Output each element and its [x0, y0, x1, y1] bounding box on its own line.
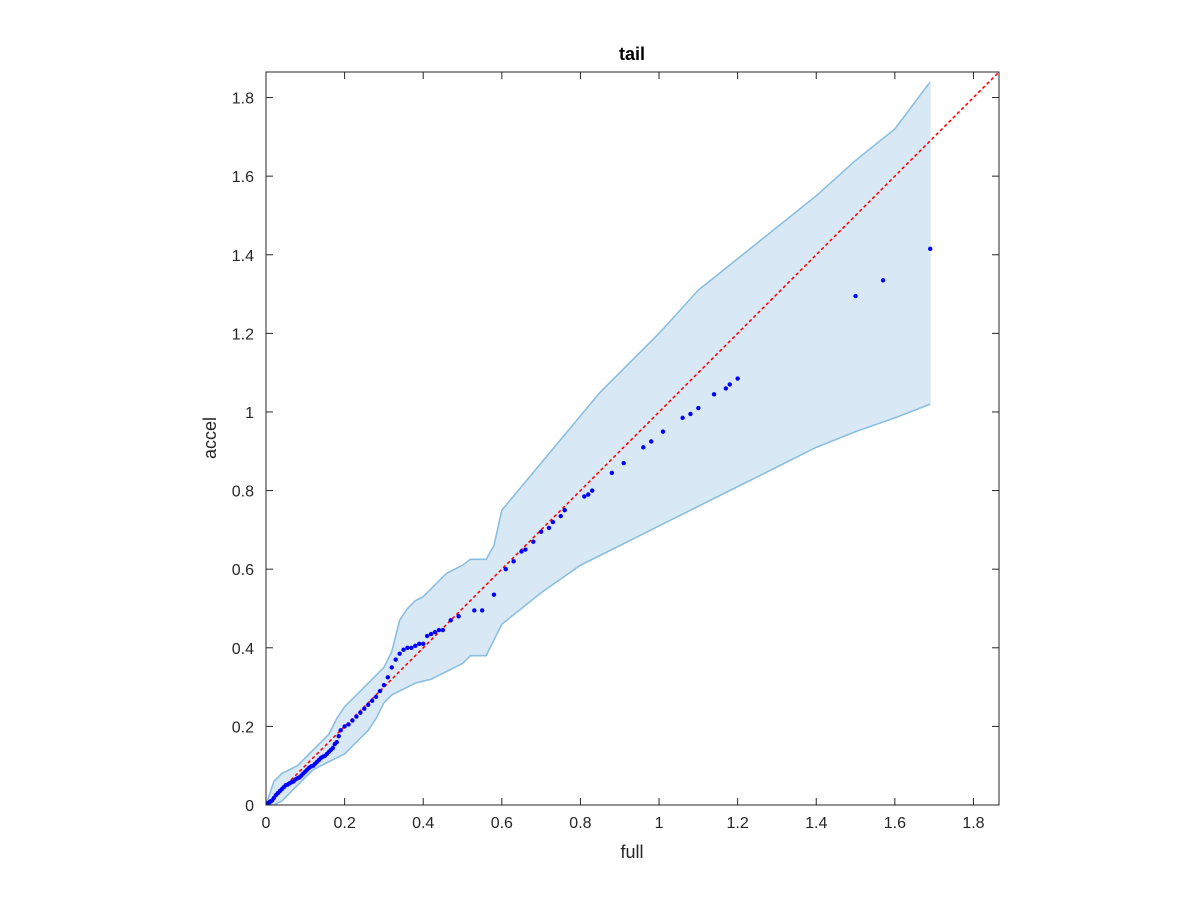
- data-point: [436, 627, 442, 633]
- y-tick-label: 0: [245, 798, 254, 815]
- data-point: [853, 293, 858, 299]
- y-tick-label: 1.8: [232, 91, 254, 108]
- data-point: [336, 734, 341, 739]
- data-point: [519, 549, 524, 554]
- x-tick-label: 0: [262, 815, 271, 832]
- x-axis-label: full: [620, 842, 643, 862]
- x-tick-label: 0.2: [333, 815, 355, 832]
- data-point: [389, 665, 394, 670]
- data-point: [428, 631, 434, 637]
- data-point: [727, 382, 732, 387]
- y-tick-label: 0.2: [232, 719, 254, 736]
- data-point: [421, 641, 426, 647]
- data-point: [393, 657, 398, 662]
- data-point: [880, 278, 886, 283]
- data-point: [362, 706, 367, 711]
- data-point: [582, 494, 587, 499]
- data-point: [531, 539, 536, 544]
- data-point: [680, 415, 685, 421]
- data-point: [472, 608, 477, 613]
- data-point: [440, 627, 446, 633]
- x-tick-label: 1: [655, 815, 664, 832]
- data-point: [609, 470, 615, 476]
- data-point: [377, 688, 383, 694]
- data-point: [409, 645, 414, 650]
- data-point: [456, 614, 461, 619]
- x-tick-label: 1.6: [884, 815, 906, 832]
- data-point: [342, 724, 347, 729]
- data-point: [735, 376, 740, 381]
- data-point: [330, 745, 336, 751]
- data-point: [373, 694, 379, 700]
- data-point: [523, 547, 528, 552]
- y-tick-label: 1.4: [232, 248, 254, 265]
- data-point: [688, 411, 693, 417]
- x-tick-label: 0.8: [569, 815, 591, 832]
- data-point: [354, 714, 359, 719]
- data-point: [648, 439, 654, 444]
- data-point: [432, 629, 438, 635]
- x-tick-label: 0.6: [491, 815, 513, 832]
- data-point: [696, 405, 701, 411]
- data-point: [413, 643, 418, 649]
- data-point: [479, 608, 485, 613]
- reference-line: [266, 72, 999, 805]
- data-point: [621, 460, 626, 466]
- data-point: [590, 488, 595, 493]
- data-point: [928, 246, 933, 252]
- x-tick-label: 1.2: [727, 815, 749, 832]
- data-point: [660, 429, 666, 434]
- data-point: [405, 645, 410, 650]
- y-tick-label: 1: [245, 405, 254, 422]
- data-point: [397, 651, 402, 656]
- data-point: [586, 492, 591, 497]
- data-point: [350, 718, 355, 723]
- chart-title: tail: [619, 44, 645, 64]
- data-point: [365, 702, 371, 707]
- data-point: [538, 529, 544, 535]
- data-point: [448, 618, 453, 623]
- data-point: [346, 722, 351, 727]
- band-lower-edge: [266, 403, 931, 805]
- data-point: [562, 508, 567, 513]
- plot-frame: [265, 71, 1000, 806]
- data-point: [385, 675, 391, 680]
- band-upper-edge: [266, 81, 931, 805]
- data-point: [558, 513, 563, 519]
- x-tick-label: 1.4: [805, 815, 827, 832]
- data-point: [511, 559, 516, 564]
- data-point: [424, 633, 430, 639]
- data-point: [550, 519, 556, 525]
- data-point: [401, 647, 406, 652]
- data-point: [641, 445, 646, 450]
- y-tick-label: 1.2: [232, 326, 254, 343]
- confidence-band: [266, 81, 931, 805]
- data-point: [338, 728, 343, 733]
- y-axis-label: accel: [200, 417, 220, 459]
- data-point: [503, 566, 508, 572]
- data-point: [546, 525, 552, 531]
- data-point: [711, 392, 717, 397]
- data-point: [723, 386, 729, 391]
- data-point: [381, 682, 387, 688]
- data-point: [491, 592, 497, 597]
- data-point: [417, 641, 422, 647]
- x-tick-label: 0.4: [412, 815, 434, 832]
- y-tick-label: 0.4: [232, 641, 254, 658]
- data-point: [334, 739, 339, 745]
- y-tick-label: 0.6: [232, 562, 254, 579]
- y-tick-label: 1.6: [232, 169, 254, 186]
- y-tick-label: 0.8: [232, 484, 254, 501]
- data-point: [358, 710, 363, 715]
- data-point: [369, 698, 375, 704]
- x-tick-label: 1.8: [962, 815, 984, 832]
